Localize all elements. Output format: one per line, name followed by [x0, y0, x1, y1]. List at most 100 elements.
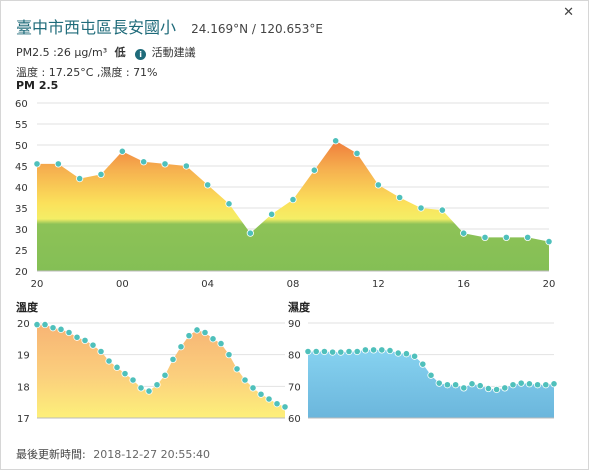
data-point[interactable] — [460, 384, 468, 392]
data-point[interactable] — [105, 357, 113, 365]
data-point[interactable] — [182, 162, 190, 170]
data-point[interactable] — [369, 346, 378, 354]
data-point[interactable] — [438, 206, 446, 214]
data-point[interactable] — [460, 229, 468, 237]
y-tick-label: 40 — [15, 183, 28, 194]
data-point[interactable] — [185, 332, 193, 340]
data-point[interactable] — [241, 376, 249, 384]
data-point[interactable] — [57, 325, 65, 333]
data-point[interactable] — [304, 347, 312, 356]
station-name: 臺中市西屯區長安國小 — [16, 18, 177, 37]
data-point[interactable] — [443, 381, 451, 389]
data-point[interactable] — [145, 387, 153, 395]
data-point[interactable] — [201, 328, 209, 337]
data-point[interactable] — [468, 380, 476, 388]
data-point[interactable] — [233, 365, 241, 373]
data-point[interactable] — [65, 328, 73, 337]
y-tick-label: 25 — [15, 246, 28, 257]
data-point[interactable] — [76, 175, 84, 183]
data-point[interactable] — [225, 200, 233, 208]
close-icon[interactable]: ✕ — [563, 5, 574, 20]
data-point[interactable] — [361, 346, 369, 354]
data-point[interactable] — [492, 385, 501, 394]
data-point[interactable] — [332, 137, 340, 145]
data-point[interactable] — [161, 371, 169, 379]
data-point[interactable] — [481, 233, 489, 241]
data-point[interactable] — [378, 346, 386, 354]
data-point[interactable] — [419, 360, 427, 368]
data-point[interactable] — [394, 349, 402, 357]
data-point[interactable] — [137, 384, 145, 392]
data-point[interactable] — [396, 193, 404, 202]
info-icon[interactable]: i — [135, 49, 147, 60]
data-point[interactable] — [265, 395, 273, 403]
data-point[interactable] — [524, 233, 532, 241]
data-point[interactable] — [129, 376, 137, 384]
data-point[interactable] — [246, 229, 254, 237]
data-point[interactable] — [542, 381, 550, 389]
data-point[interactable] — [225, 351, 233, 359]
data-point[interactable] — [177, 343, 185, 351]
data-point[interactable] — [550, 380, 558, 388]
series-area — [37, 140, 549, 271]
data-point[interactable] — [249, 384, 257, 392]
data-point[interactable] — [41, 320, 49, 329]
data-point[interactable] — [386, 346, 394, 355]
y-tick-label: 20 — [15, 267, 28, 278]
data-point[interactable] — [204, 181, 212, 189]
data-point[interactable] — [435, 379, 443, 387]
data-point[interactable] — [509, 381, 517, 389]
data-point[interactable] — [374, 181, 382, 189]
data-point[interactable] — [410, 352, 419, 360]
data-point[interactable] — [281, 403, 289, 411]
x-tick-label: 04 — [201, 279, 214, 290]
data-point[interactable] — [484, 384, 492, 393]
data-point[interactable] — [209, 335, 217, 343]
data-point[interactable] — [517, 379, 525, 387]
data-point[interactable] — [402, 350, 410, 358]
data-point[interactable] — [97, 170, 105, 178]
data-point[interactable] — [118, 147, 126, 155]
data-point[interactable] — [427, 371, 435, 379]
data-point[interactable] — [113, 363, 121, 371]
data-point[interactable] — [257, 390, 265, 398]
data-point[interactable] — [310, 166, 318, 174]
data-point[interactable] — [345, 347, 353, 356]
data-point[interactable] — [353, 347, 361, 356]
data-point[interactable] — [161, 160, 169, 168]
data-point[interactable] — [353, 149, 361, 157]
data-point[interactable] — [140, 158, 148, 166]
data-point[interactable] — [54, 160, 62, 168]
data-point[interactable] — [451, 381, 460, 389]
data-point[interactable] — [545, 238, 553, 246]
data-point[interactable] — [525, 380, 534, 388]
x-tick-label: 12 — [372, 279, 385, 290]
data-point[interactable] — [217, 339, 225, 348]
data-point[interactable] — [49, 324, 57, 332]
data-point[interactable] — [73, 333, 81, 341]
data-point[interactable] — [312, 347, 320, 356]
data-point[interactable] — [502, 233, 510, 241]
data-point[interactable] — [193, 326, 201, 334]
data-point[interactable] — [476, 382, 484, 390]
data-point[interactable] — [33, 160, 41, 168]
data-point[interactable] — [169, 355, 177, 364]
data-point[interactable] — [289, 196, 297, 204]
data-point[interactable] — [33, 320, 41, 329]
data-point[interactable] — [501, 384, 509, 392]
data-point[interactable] — [97, 347, 105, 356]
data-point[interactable] — [81, 336, 89, 345]
data-point[interactable] — [268, 210, 276, 218]
data-point[interactable] — [328, 348, 337, 356]
data-point[interactable] — [320, 347, 328, 356]
y-tick-label: 35 — [15, 204, 28, 215]
data-point[interactable] — [121, 370, 129, 378]
data-point[interactable] — [273, 400, 281, 408]
data-point[interactable] — [337, 348, 345, 356]
activity-advice-link[interactable]: 活動建議 — [151, 46, 196, 59]
data-point[interactable] — [89, 341, 97, 349]
data-point[interactable] — [153, 381, 161, 389]
y-tick-label: 17 — [17, 414, 30, 425]
data-point[interactable] — [533, 381, 542, 389]
data-point[interactable] — [417, 204, 425, 212]
